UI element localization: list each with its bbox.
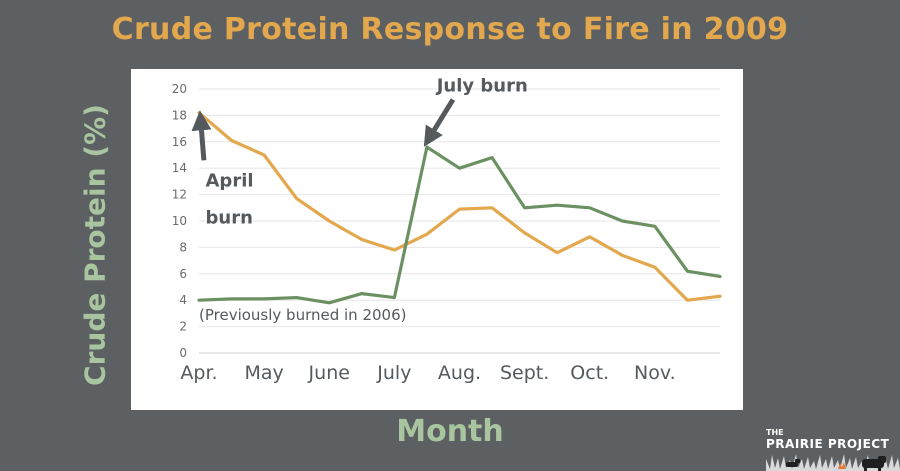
logo-the: THE [766, 428, 784, 437]
annotation-april: April [206, 171, 254, 192]
x-tick-label-may: May [244, 362, 283, 384]
y-tick-label: 18 [172, 108, 187, 122]
plot-area: 0 2 4 6 8 10 12 14 16 18 20 Apr. May June July Aug. Sept… [131, 69, 743, 410]
annotation-previously-burned: (Previously burned in 2006) [199, 306, 406, 324]
x-tick-label-sept: Sept. [500, 362, 549, 384]
crude-protein-chart: 0 2 4 6 8 10 12 14 16 18 20 Apr. May June July Aug. Sept… [172, 76, 722, 384]
annotation-july-burn: July burn [435, 76, 528, 97]
y-tick-label: 14 [172, 161, 187, 175]
y-axis-label: Crude Protein (%) [78, 104, 112, 386]
y-tick-label: 0 [179, 346, 187, 360]
x-tick-label-july: July [376, 362, 411, 384]
y-tick-label: 20 [172, 82, 187, 96]
y-tick-label: 4 [179, 293, 187, 307]
x-tick-label-oct: Oct. [570, 362, 609, 384]
y-tick-label: 6 [179, 267, 187, 281]
x-axis-label: Month [396, 414, 504, 449]
july-arrow [423, 98, 456, 147]
prairie-project-logo: THE PRAIRIE PROJECT [766, 428, 900, 471]
chart-title: Crude Protein Response to Fire in 2009 [111, 12, 789, 47]
y-tick-label: 10 [172, 214, 187, 228]
series-line-april-burn [197, 111, 722, 302]
y-tick-label: 12 [172, 188, 187, 202]
x-tick-label-aug: Aug. [438, 362, 481, 384]
grass-silhouette-icon [766, 454, 900, 471]
y-tick-label: 2 [179, 320, 187, 334]
y-tick-label: 8 [179, 240, 187, 254]
x-tick-label-nov: Nov. [634, 362, 676, 384]
series-line-july-burn [197, 145, 722, 305]
annotation-burn: burn [206, 208, 253, 229]
y-tick-label: 16 [172, 135, 187, 149]
logo-name: PRAIRIE PROJECT [766, 437, 890, 451]
x-tick-label-apr: Apr. [180, 362, 217, 384]
april-arrow [191, 110, 212, 161]
x-tick-label-june: June [308, 362, 350, 384]
